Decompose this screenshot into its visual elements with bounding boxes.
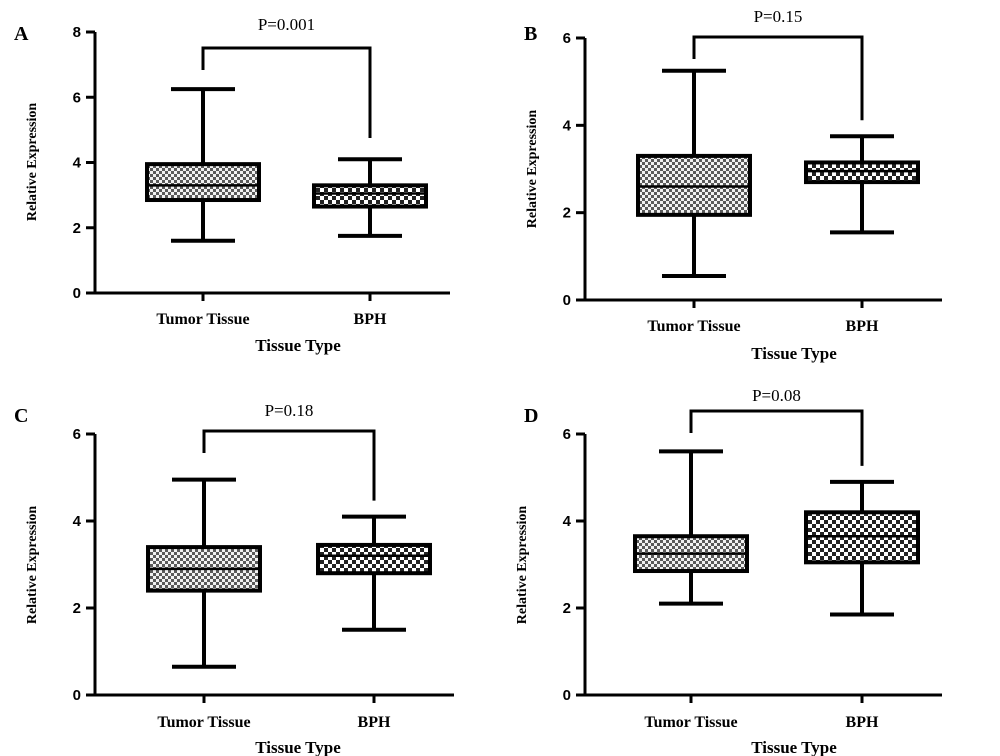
x-tick-label: Tumor Tissue bbox=[157, 714, 250, 731]
y-axis-title: Relative Expression bbox=[515, 506, 530, 625]
p-value-label: P=0.15 bbox=[754, 7, 803, 26]
panels: A 0 2 4 6 8 Tumor Tissue BPH Tissue Type Relative… bbox=[14, 7, 942, 756]
y-tick-label: 2 bbox=[563, 600, 571, 617]
y-tick-label: 4 bbox=[73, 513, 82, 530]
panel-a: A 0 2 4 6 8 Tumor Tissue BPH Tissue Type Relative… bbox=[14, 15, 450, 355]
panel-b: B 0 2 4 6 Tumor Tissue BPH Tissue Type Relative … bbox=[524, 7, 942, 363]
x-axis-title: Tissue Type bbox=[751, 344, 837, 363]
y-tick-label: 4 bbox=[563, 117, 572, 134]
panel-d: D 0 2 4 6 Tumor Tissue BPH Tissue Type Relative … bbox=[515, 386, 942, 756]
y-tick-label: 2 bbox=[563, 205, 571, 222]
y-axis-title: Relative Expression bbox=[25, 506, 40, 625]
panel-c: C 0 2 4 6 Tumor Tissue BPH Tissue Type Relative … bbox=[14, 401, 454, 756]
box-bph bbox=[316, 514, 432, 632]
box-tumor-tissue bbox=[145, 87, 261, 243]
y-tick-label: 6 bbox=[563, 30, 571, 47]
box-bph bbox=[804, 134, 920, 235]
y-tick-label: 4 bbox=[73, 155, 82, 172]
y-tick-label: 0 bbox=[563, 292, 571, 309]
significance-bracket bbox=[201, 46, 372, 138]
y-tick-label: 0 bbox=[73, 687, 81, 704]
p-value-label: P=0.001 bbox=[258, 15, 315, 34]
box-iqr bbox=[312, 183, 428, 209]
x-tick-label: BPH bbox=[358, 714, 391, 731]
x-tick-label: Tumor Tissue bbox=[644, 714, 737, 731]
x-tick-label: Tumor Tissue bbox=[647, 318, 740, 335]
x-tick-label: Tumor Tissue bbox=[156, 311, 249, 328]
panel-letter: D bbox=[524, 405, 538, 427]
significance-bracket bbox=[692, 35, 864, 121]
y-tick-label: 0 bbox=[73, 285, 81, 302]
y-tick-label: 6 bbox=[73, 89, 81, 106]
box-bph bbox=[804, 479, 920, 617]
box-tumor-tissue bbox=[636, 68, 752, 278]
y-tick-label: 6 bbox=[563, 426, 571, 443]
x-axis-title: Tissue Type bbox=[751, 738, 837, 756]
y-tick-label: 4 bbox=[563, 513, 572, 530]
significance-bracket bbox=[202, 429, 376, 501]
box-tumor-tissue bbox=[146, 477, 262, 669]
p-value-label: P=0.18 bbox=[265, 401, 314, 420]
box-iqr bbox=[145, 162, 261, 203]
y-tick-label: 0 bbox=[563, 687, 571, 704]
panel-letter: B bbox=[524, 23, 537, 45]
panel-letter: A bbox=[14, 23, 29, 45]
x-tick-label: BPH bbox=[846, 714, 879, 731]
x-axis-title: Tissue Type bbox=[255, 738, 341, 756]
box-tumor-tissue bbox=[633, 449, 749, 606]
y-tick-label: 2 bbox=[73, 600, 81, 617]
y-axis-title: Relative Expression bbox=[25, 103, 40, 222]
significance-bracket bbox=[689, 409, 864, 466]
y-tick-label: 8 bbox=[73, 24, 81, 41]
x-tick-label: BPH bbox=[846, 318, 879, 335]
panel-letter: C bbox=[14, 405, 28, 427]
box-bph bbox=[312, 157, 428, 238]
y-tick-label: 6 bbox=[73, 426, 81, 443]
y-tick-label: 2 bbox=[73, 220, 81, 237]
x-tick-label: BPH bbox=[354, 311, 387, 328]
box-iqr bbox=[316, 542, 432, 576]
p-value-label: P=0.08 bbox=[752, 386, 801, 405]
x-axis-title: Tissue Type bbox=[255, 336, 341, 355]
y-axis-title: Relative Expression bbox=[525, 110, 540, 229]
